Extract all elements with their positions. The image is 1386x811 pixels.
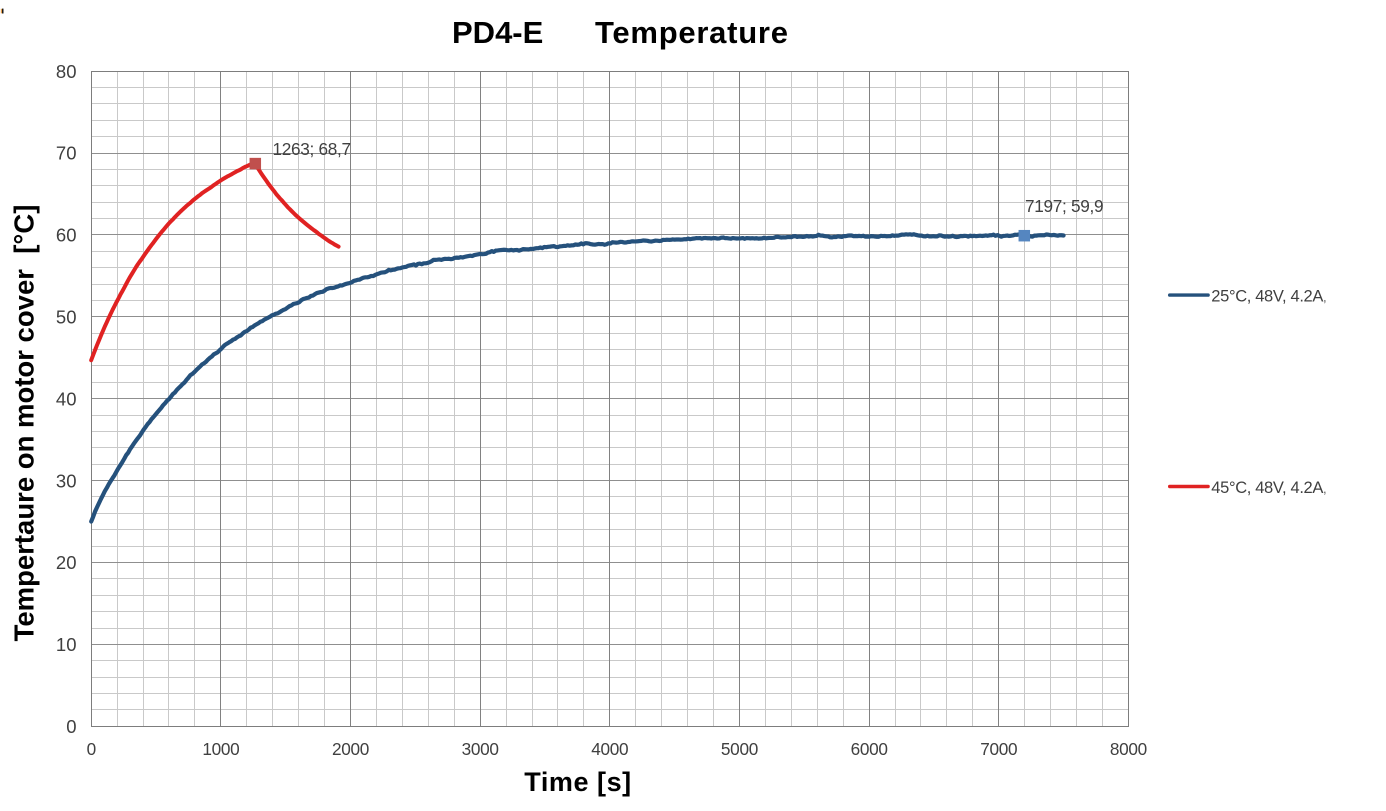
svg-text:Tempertaure on motor cover [°: Tempertaure on motor cover [°C] — [9, 205, 40, 642]
svg-text:0: 0 — [66, 716, 76, 737]
svg-text:45°C, 48V, 4.2A,: 45°C, 48V, 4.2A, — [1211, 479, 1326, 497]
svg-text:30: 30 — [56, 470, 77, 491]
svg-text:20: 20 — [56, 552, 77, 573]
svg-text:2000: 2000 — [332, 739, 369, 759]
svg-text:8000: 8000 — [1110, 739, 1147, 759]
svg-text:Time [s]: Time [s] — [524, 767, 631, 797]
svg-text:5000: 5000 — [721, 739, 758, 759]
svg-text:1263; 68,7: 1263; 68,7 — [273, 139, 351, 159]
svg-text:50: 50 — [56, 307, 77, 328]
svg-text:80: 80 — [56, 61, 77, 82]
svg-text:40: 40 — [56, 388, 77, 409]
svg-text:7197; 59,9: 7197; 59,9 — [1025, 196, 1103, 216]
svg-text:1000: 1000 — [202, 739, 239, 759]
svg-text:10: 10 — [56, 634, 77, 655]
svg-text:3000: 3000 — [462, 739, 499, 759]
svg-text:PD4-E: PD4-E — [452, 15, 543, 50]
svg-text:7000: 7000 — [980, 739, 1017, 759]
svg-text:6000: 6000 — [851, 739, 888, 759]
svg-text:70: 70 — [56, 143, 77, 164]
svg-text:4000: 4000 — [591, 739, 628, 759]
svg-text:Temperature: Temperature — [595, 15, 789, 50]
svg-text:60: 60 — [56, 225, 77, 246]
svg-text:25°C, 48V, 4.2A,: 25°C, 48V, 4.2A, — [1211, 288, 1326, 306]
svg-text:0: 0 — [87, 739, 96, 759]
